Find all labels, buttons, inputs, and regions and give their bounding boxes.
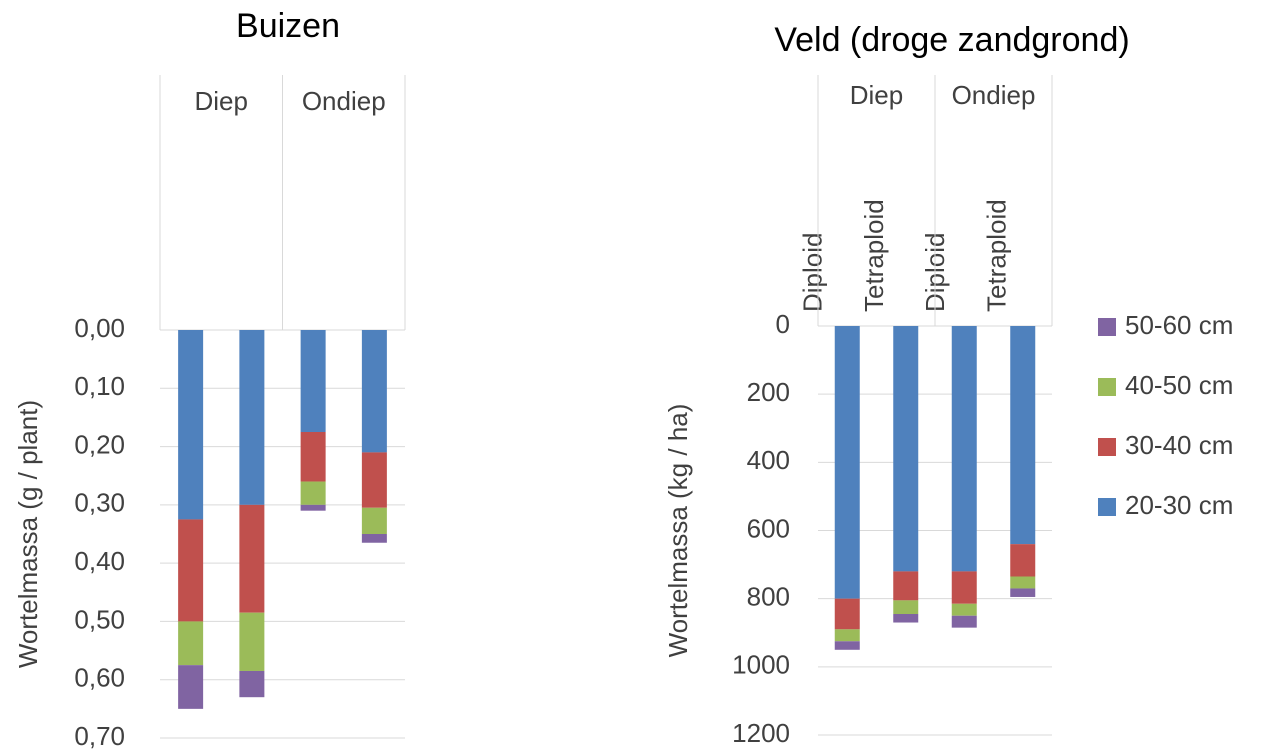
bar-segment: 30-40 cm xyxy=(834,598,860,630)
y-tick-label: 800 xyxy=(747,582,790,612)
y-tick-label: 0,10 xyxy=(74,371,125,401)
legend-swatch xyxy=(1098,438,1116,456)
y-tick-label: 200 xyxy=(747,377,790,407)
category-label: Tetraploid xyxy=(859,199,889,312)
bar-segment: 30-40 cm xyxy=(239,504,265,613)
legend-label: 50-60 cm xyxy=(1125,310,1233,340)
legend-swatch xyxy=(1098,318,1116,336)
chart-title: Buizen xyxy=(236,7,340,45)
category-label: Tetraploid xyxy=(981,199,1011,312)
legend-swatch xyxy=(1098,378,1116,396)
group-label: Ondiep xyxy=(302,86,386,116)
bar-segment: 20-30 cm xyxy=(178,330,204,520)
y-tick-label: 0,40 xyxy=(74,546,125,576)
y-axis-title: Wortelmassa (kg / ha) xyxy=(663,404,693,658)
legend-label: 40-50 cm xyxy=(1125,370,1233,400)
y-tick-label: 0 xyxy=(776,309,790,339)
bar-segment: 50-60 cm xyxy=(178,665,204,709)
y-tick-label: 0,00 xyxy=(74,313,125,343)
legend-swatch xyxy=(1098,498,1116,516)
y-tick-label: 600 xyxy=(747,513,790,543)
bar-segment: 20-30 cm xyxy=(834,326,860,599)
bar-segment: 20-30 cm xyxy=(1010,326,1036,545)
bar-segment: 40-50 cm xyxy=(1010,576,1036,589)
bar-segment: 30-40 cm xyxy=(300,432,326,482)
bar-segment: 40-50 cm xyxy=(178,621,204,666)
legend-label: 30-40 cm xyxy=(1125,430,1233,460)
y-tick-label: 0,20 xyxy=(74,429,125,459)
y-tick-label: 1200 xyxy=(732,718,790,748)
bar-segment: 20-30 cm xyxy=(300,330,326,432)
bar-segment: 20-30 cm xyxy=(361,330,387,453)
bar-segment: 30-40 cm xyxy=(893,571,919,601)
y-tick-label: 400 xyxy=(747,445,790,475)
group-label: Diep xyxy=(850,80,903,110)
bar-segment: 30-40 cm xyxy=(1010,544,1036,577)
bar-segment: 40-50 cm xyxy=(361,507,387,534)
bar-segment: 50-60 cm xyxy=(893,614,919,623)
bar-segment: 50-60 cm xyxy=(834,641,860,650)
bar-segment: 50-60 cm xyxy=(951,615,977,628)
bar-segment: 50-60 cm xyxy=(300,504,326,511)
bar-segment: 40-50 cm xyxy=(300,481,326,505)
bar-segment: 40-50 cm xyxy=(834,629,860,642)
y-tick-label: 0,30 xyxy=(74,488,125,518)
group-label: Diep xyxy=(195,86,248,116)
bar-segment: 30-40 cm xyxy=(361,452,387,508)
y-tick-label: 0,70 xyxy=(74,721,125,751)
category-label: Diploid xyxy=(798,233,828,313)
bar-segment: 50-60 cm xyxy=(239,670,265,698)
bar-segment: 20-30 cm xyxy=(239,330,265,505)
legend-label: 20-30 cm xyxy=(1125,490,1233,520)
bar-segment: 40-50 cm xyxy=(893,600,919,615)
chart-title: Veld (droge zandgrond) xyxy=(774,21,1129,59)
bar-segment: 30-40 cm xyxy=(951,571,977,604)
bar-segment: 20-30 cm xyxy=(951,326,977,572)
y-tick-label: 0,60 xyxy=(74,663,125,693)
group-label: Ondiep xyxy=(952,80,1036,110)
bar-segment: 50-60 cm xyxy=(361,534,387,543)
bar-segment: 40-50 cm xyxy=(239,612,265,671)
bar-segment: 30-40 cm xyxy=(178,519,204,622)
bar-segment: 20-30 cm xyxy=(893,326,919,572)
bar-segment: 50-60 cm xyxy=(1010,588,1036,597)
y-axis-title: Wortelmassa (g / plant) xyxy=(13,400,43,668)
y-tick-label: 1000 xyxy=(732,650,790,680)
bar-segment: 40-50 cm xyxy=(951,603,977,616)
y-tick-label: 0,50 xyxy=(74,604,125,634)
